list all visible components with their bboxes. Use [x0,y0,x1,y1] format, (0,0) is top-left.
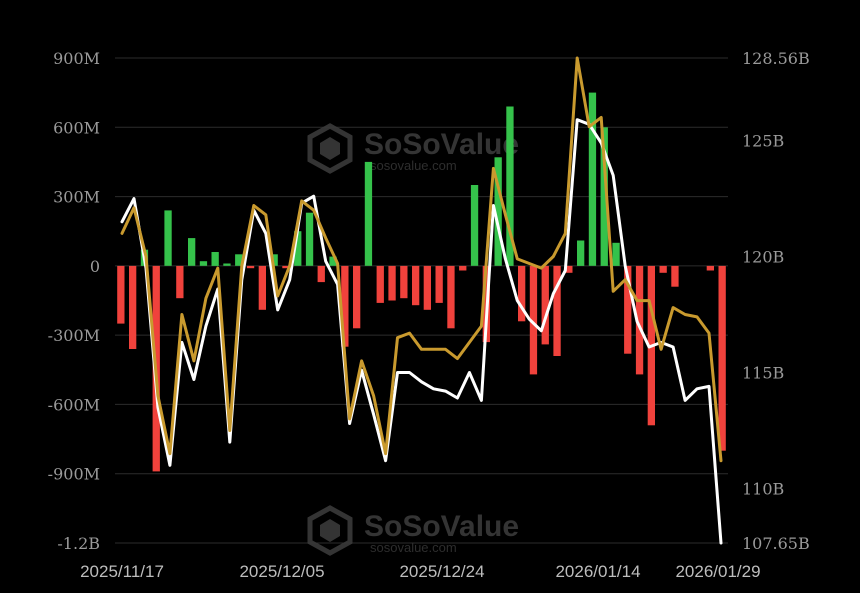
outflow-bar [317,265,325,283]
inflow-bar [494,157,502,266]
left-tick-label: -900M [48,465,100,484]
watermark-url: sosovalue.com [370,158,457,173]
right-axis-ticks: 128.56B 125B 120B 115B 110B 107.65B [742,49,810,553]
right-tick-label: 120B [742,248,784,267]
inflow-bar [577,240,585,266]
left-tick-label: 600M [53,118,100,137]
inflow-bar [235,254,243,266]
outflow-bar [718,265,726,451]
right-tick-label: 125B [742,132,784,151]
x-tick-label: 2025/12/24 [399,562,484,581]
left-tick-label: 0 [90,257,100,276]
inflow-bar [188,238,196,266]
left-tick-label: 900M [53,49,100,68]
outflow-bar [412,265,420,306]
outflow-bar [341,265,349,347]
outflow-bar [435,265,443,303]
outflow-bar [541,265,549,345]
sosovalue-logo-icon [307,505,353,556]
watermark-brand: SoSoValue [364,510,519,543]
inflow-bar [588,92,597,266]
outflow-bar [129,265,137,349]
outflow-bar [400,265,408,299]
x-tick-label: 2026/01/14 [555,562,640,581]
inflow-bar [612,242,620,266]
left-tick-label: -1.2B [57,534,100,553]
x-tick-label: 2026/01/29 [675,562,760,581]
outflow-bar [388,265,396,301]
outflow-bar [624,265,632,354]
outflow-bar [447,265,455,329]
outflow-bar [706,265,714,271]
aum-line-gold [120,56,723,463]
outflow-bar [246,265,255,269]
inflow-bar [329,256,337,266]
watermark-top: SoSoValue sosovalue.com [307,123,519,174]
outflow-bar [529,265,538,375]
right-tick-label: 115B [742,364,784,383]
inflow-bar [305,212,314,266]
outflow-bar [423,265,431,310]
inflow-bar [199,261,208,266]
left-tick-label: -300M [48,326,100,345]
aum-lines [120,56,723,545]
outflow-bar [671,265,679,287]
inflow-bar [223,263,231,266]
watermark-bottom: SoSoValue sosovalue.com [307,505,519,556]
left-tick-label: 300M [53,188,100,207]
outflow-bar [176,265,184,299]
outflow-bar [518,265,526,322]
x-tick-label: 2025/11/17 [80,562,164,581]
outflow-bar [565,265,573,273]
right-tick-label: 107.65B [742,534,810,553]
outflow-bar [635,265,644,375]
inflow-bar [164,210,172,266]
watermark-brand: SoSoValue [364,128,519,161]
outflow-bar [553,265,561,356]
left-axis-ticks: 900M 600M 300M 0 -300M -600M -900M -1.2B [48,49,100,553]
outflow-bar [258,265,266,310]
left-tick-label: -600M [48,395,100,414]
outflow-bar [353,265,361,329]
inflow-bar [364,161,373,266]
right-tick-label: 110B [742,479,784,498]
inflow-bar [600,127,608,266]
outflow-bar [282,265,290,269]
x-tick-label: 2025/12/05 [239,562,324,581]
watermark-url: sosovalue.com [370,540,457,555]
inflow-bar [470,185,479,266]
sosovalue-logo-icon [307,123,353,174]
inflow-bar [211,252,219,266]
inflow-bar [270,254,278,266]
inflow-bar [506,106,514,266]
outflow-bar [117,265,125,324]
x-axis-ticks: 2025/11/17 2025/12/05 2025/12/24 2026/01/14… [80,562,760,581]
outflow-bar [376,265,384,303]
right-tick-label: 128.56B [742,49,810,68]
inflow-bar [294,231,302,266]
outflow-bar [659,265,667,273]
outflow-bar [459,265,467,271]
